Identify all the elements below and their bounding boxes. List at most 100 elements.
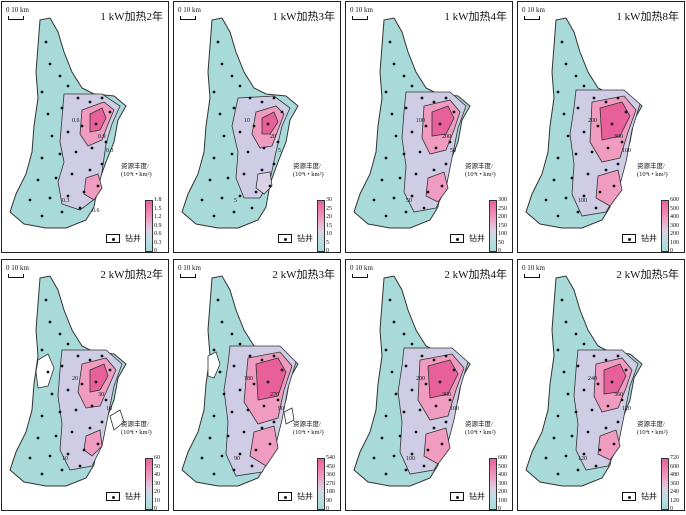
well-marker [100,96,104,100]
well-marker [54,434,58,438]
well-marker [556,90,560,94]
well-marker [208,436,212,440]
well-marker [100,162,104,166]
scale-label: 0 10 km [6,6,29,14]
legend-ticks: 600 500 400 300 200 100 0 [670,197,684,252]
well-marker [238,194,242,198]
well-marker [262,404,266,408]
legend-title: 资源丰度/ (10⁴t • km²) [293,421,339,437]
well-symbol-box [106,492,120,501]
well-marker [388,298,392,302]
well-marker [432,358,436,362]
well-marker [100,354,104,358]
well-marker [394,134,398,138]
well-marker [276,140,280,144]
well-marker [544,456,548,460]
well-marker [200,198,204,202]
resource-abundance-map: 100 200 300 100 [353,275,471,487]
well-marker [66,130,70,134]
legend-tick: 30 [154,480,160,487]
contour-label: 100 [406,456,415,462]
scale-label: 0 10 km [6,264,29,272]
resource-abundance-map: 10 20 30 10 [9,275,127,487]
panel-title: 1 kW加热3年 [272,11,335,23]
well-marker [604,426,608,430]
well-marker [66,342,70,346]
well-marker [246,150,250,154]
legend-color-bar [489,200,497,252]
well-marker [48,320,52,324]
well-symbol-box [278,492,292,501]
legend-title-line2: (10⁴t • km²) [121,429,152,436]
well-marker [552,436,556,440]
well-marker [88,100,92,104]
legend-tick: 100 [670,239,679,246]
resource-abundance-map: 120 240 360 120 [525,275,643,487]
contour-label: 50 [406,198,412,204]
well-marker [384,472,388,476]
well-marker [574,410,578,414]
well-marker [230,152,234,156]
well-marker [108,368,112,372]
legend-tick: 360 [670,480,679,487]
well-marker [418,408,422,412]
legend-title-line2: (10⁴t • km²) [293,429,324,436]
well-marker [566,134,570,138]
well-marker [260,426,264,430]
well-marker [576,364,580,368]
well-marker [212,214,216,218]
well-marker [576,468,580,472]
legend-title: 资源丰度/ (10⁴t • km²) [637,421,683,437]
scale-bar: 0 10 km [522,6,562,22]
legend-tick: 200 [498,489,507,495]
well-marker [90,404,94,408]
resource-abundance-map: 100 200 300 100 [525,17,643,229]
well-marker [424,382,428,386]
legend-tick: 10 [326,231,332,237]
well-marker [94,122,98,126]
well-marker [586,430,590,434]
legend-tick: 0.6 [154,231,162,237]
legend-title-line2: (10⁴t • km²) [637,171,668,178]
well-marker [552,178,556,182]
map-panel: 5 10 20 5 1 kW加热3年 0 10 km 资源丰度/ (10⁴t • km… [173,1,341,253]
well-marker [238,130,242,134]
legend-tick: 270 [326,480,335,487]
well-marker [272,420,276,424]
legend-tick: 0 [498,506,501,511]
well-marker [96,184,100,188]
legend-tick: 25 [326,205,332,212]
well-marker [74,150,78,154]
well-marker [380,178,384,182]
well-marker [616,96,620,100]
contour-label: 360 [614,392,623,398]
well-marker [410,452,414,456]
well-marker [250,464,254,468]
well-marker [414,430,418,434]
scale-label: 0 10 km [350,264,373,272]
well-marker [434,146,438,150]
contour-label: 100 [578,198,587,204]
legend-title: 资源丰度/ (10⁴t • km²) [465,163,511,179]
legend-tick: 50 [154,463,160,470]
legend-tick: 20 [154,489,160,495]
well-marker [422,206,426,210]
legend-ticks: 30 25 20 15 10 5 0 [326,197,340,252]
well-marker [570,434,574,438]
legend-tick: 100 [498,497,507,504]
well-marker [220,196,224,200]
well-marker [226,176,230,180]
map-panel: 120 240 360 120 2 kW加热5年 0 10 km 资源丰度/ (10⁴… [517,259,685,511]
well-marker [452,368,456,372]
legend-color-bar [661,200,669,252]
well-label: 钻井 [641,492,657,501]
well-marker [562,370,566,374]
well-marker [212,90,216,94]
legend-tick: 30 [326,197,332,203]
well-marker [594,464,598,468]
well-marker [560,298,564,302]
well-marker [620,398,624,402]
well-marker [604,168,608,172]
well-marker [58,410,62,414]
